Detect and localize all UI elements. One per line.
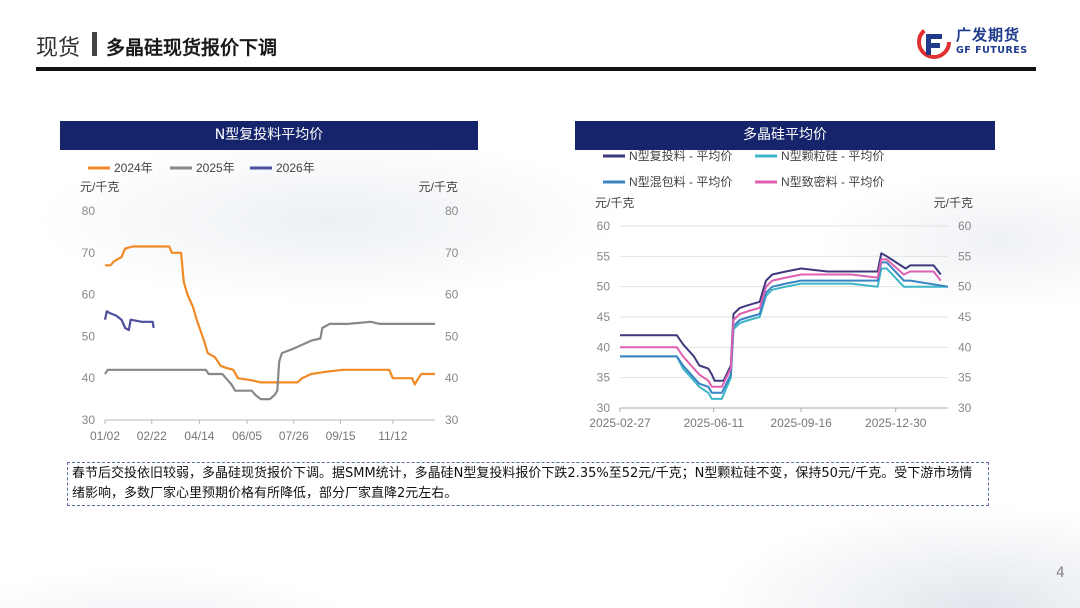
page-number: 4 [1056, 565, 1065, 581]
legend-label: N型复投料 - 平均价 [629, 148, 732, 163]
y-tick-label-right: 35 [958, 371, 972, 385]
header-divider-bar [92, 32, 97, 56]
logo-text-en: GF FUTURES [956, 45, 1028, 56]
legend-label: 2024年 [114, 161, 153, 175]
y-tick-label-right: 50 [958, 280, 972, 294]
series-line-N型复投料 - 平均价 [620, 252, 942, 382]
logo-text-cn: 广发期货 [956, 26, 1021, 44]
y-tick-label-left: 50 [597, 280, 611, 294]
section-label: 现货 [36, 36, 81, 61]
legend-label: N型颗粒硅 - 平均价 [781, 148, 884, 163]
x-tick-label: 2025-02-27 [589, 416, 651, 430]
legend-label: N型混包料 - 平均价 [629, 175, 732, 189]
series-line-N型颗粒硅 - 平均价 [620, 267, 948, 400]
commentary-box: 春节后交投依旧较弱，多晶硅现货报价下调。据SMM统计，多晶硅N型复投料报价下跌2… [67, 462, 989, 506]
x-tick-label: 06/05 [232, 429, 262, 443]
series-line-2025年 [104, 320, 435, 401]
legend-label: N型致密料 - 平均价 [781, 174, 884, 189]
y-tick-label-right: 40 [958, 340, 972, 354]
y-tick-label-left: 60 [597, 219, 611, 233]
legend-entry: N型复投料 - 平均价 [603, 148, 732, 163]
y-tick-label-right: 70 [445, 246, 459, 260]
legend-label: 2025年 [196, 161, 235, 175]
slide-header: 现货 多晶硅现货报价下调 [36, 24, 1036, 68]
y-tick-label-right: 40 [445, 371, 459, 385]
x-tick-label: 01/02 [90, 429, 120, 443]
legend-entry: N型致密料 - 平均价 [755, 174, 884, 189]
series-line-N型混包料 - 平均价 [620, 261, 949, 394]
y-tick-label-right: 55 [958, 249, 972, 263]
chart1-title: N型复投料平均价 [60, 121, 478, 150]
x-tick-label: 09/15 [326, 429, 356, 443]
y-tick-label-left: 40 [82, 371, 96, 385]
gf-futures-logo: 广发期货 GF FUTURES [916, 24, 1040, 64]
legend-label: 2026年 [276, 161, 315, 175]
header-rule [36, 67, 1036, 71]
x-tick-label: 2025-06-11 [683, 416, 744, 430]
y-tick-label-right: 60 [958, 219, 972, 233]
y-tick-label-left: 70 [82, 246, 96, 260]
y-tick-label-left: 40 [597, 340, 611, 354]
y-tick-label-right: 45 [958, 310, 972, 324]
right-axis-unit: 元/千克 [934, 196, 973, 210]
left-axis-unit: 元/千克 [595, 196, 634, 210]
slide-title: 多晶硅现货报价下调 [106, 37, 278, 59]
x-tick-label: 04/14 [184, 429, 214, 443]
gf-logo-icon [917, 25, 951, 59]
legend-entry: 2024年 [88, 161, 153, 175]
y-tick-label-right: 80 [445, 204, 459, 218]
x-tick-label: 07/26 [279, 429, 309, 443]
chart2-title: 多晶硅平均价 [575, 121, 995, 150]
y-tick-label-left: 60 [82, 288, 96, 302]
left-axis-unit: 元/千克 [80, 180, 119, 194]
right-axis-unit: 元/千克 [419, 180, 458, 194]
y-tick-label-right: 60 [445, 288, 459, 302]
legend-entry: 2025年 [170, 161, 235, 175]
y-tick-label-left: 50 [82, 329, 96, 343]
x-tick-label: 11/12 [378, 429, 407, 443]
legend-entry: N型颗粒硅 - 平均价 [755, 148, 884, 163]
y-tick-label-right: 30 [958, 401, 972, 415]
y-tick-label-left: 45 [597, 310, 611, 324]
y-tick-label-left: 35 [597, 371, 611, 385]
y-tick-label-left: 80 [82, 204, 96, 218]
y-tick-label-right: 50 [445, 329, 459, 343]
legend-entry: 2026年 [250, 161, 315, 175]
series-line-2024年 [105, 245, 435, 386]
legend-entry: N型混包料 - 平均价 [603, 175, 732, 189]
series-line-N型致密料 - 平均价 [620, 258, 942, 388]
x-tick-label: 2025-12-30 [865, 416, 927, 430]
y-tick-label-left: 55 [597, 249, 611, 263]
y-tick-label-right: 30 [445, 413, 459, 427]
series-line-2026年 [103, 310, 155, 332]
x-tick-label: 02/22 [137, 429, 167, 443]
chart-polysilicon-average-price: N型复投料 - 平均价 N型颗粒硅 - 平均价 N型混包料 - 平均价 N型致密料 -… [589, 148, 973, 430]
y-tick-label-left: 30 [82, 413, 96, 427]
x-tick-label: 2025-09-16 [770, 416, 832, 430]
background-ink-wash [0, 70, 1080, 608]
y-tick-label-left: 30 [597, 401, 611, 415]
